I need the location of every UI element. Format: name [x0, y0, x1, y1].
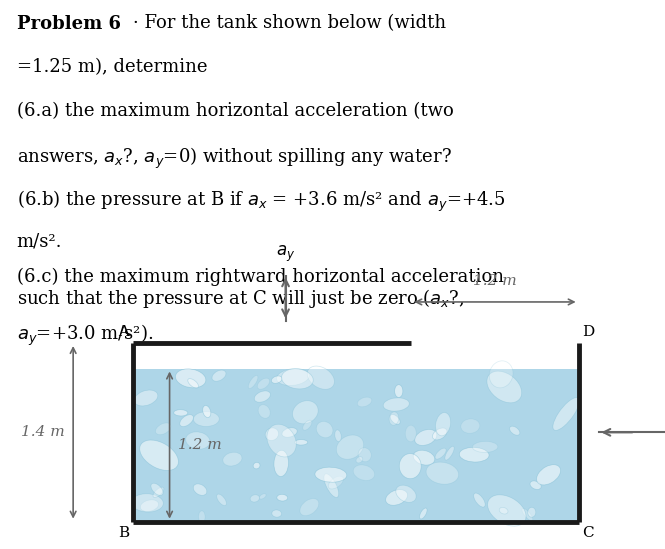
Ellipse shape — [317, 422, 333, 438]
Text: C: C — [582, 526, 594, 540]
Ellipse shape — [259, 494, 266, 499]
Text: · For the tank shown below (width: · For the tank shown below (width — [133, 14, 446, 32]
Text: (6.a) the maximum horizontal acceleration (two: (6.a) the maximum horizontal acceleratio… — [17, 102, 454, 120]
Text: (6.c) the maximum rightward horizontal acceleration: (6.c) the maximum rightward horizontal a… — [17, 268, 503, 286]
Ellipse shape — [277, 494, 288, 501]
Ellipse shape — [405, 425, 416, 442]
Ellipse shape — [272, 510, 281, 517]
Ellipse shape — [324, 474, 338, 497]
Ellipse shape — [530, 481, 541, 490]
Ellipse shape — [336, 435, 364, 460]
Text: B: B — [118, 526, 130, 540]
Ellipse shape — [253, 462, 260, 469]
Ellipse shape — [194, 412, 219, 427]
Text: D: D — [582, 325, 595, 339]
Ellipse shape — [389, 412, 399, 425]
Text: (6.b) the pressure at B if $a_x$ = +3.6 m/s² and $a_y$=+4.5: (6.b) the pressure at B if $a_x$ = +3.6 … — [17, 189, 505, 214]
Ellipse shape — [426, 462, 459, 484]
Ellipse shape — [300, 498, 319, 516]
Ellipse shape — [329, 476, 343, 489]
Ellipse shape — [176, 369, 206, 388]
Ellipse shape — [140, 440, 178, 470]
Ellipse shape — [472, 441, 498, 452]
Ellipse shape — [528, 507, 536, 517]
Ellipse shape — [277, 368, 309, 385]
Ellipse shape — [223, 452, 242, 466]
Ellipse shape — [257, 378, 269, 389]
Ellipse shape — [156, 423, 171, 435]
Ellipse shape — [315, 467, 346, 482]
Ellipse shape — [499, 507, 508, 514]
Text: such that the pressure at C will just be zero ($a_x$?,: such that the pressure at C will just be… — [17, 287, 464, 310]
Ellipse shape — [537, 464, 561, 485]
Ellipse shape — [413, 450, 435, 465]
Ellipse shape — [489, 361, 513, 388]
Ellipse shape — [203, 406, 211, 418]
Ellipse shape — [394, 385, 403, 397]
Text: $a_y$=+3.0 m/s²).: $a_y$=+3.0 m/s²). — [17, 323, 153, 348]
Ellipse shape — [186, 432, 210, 449]
Text: 1.2 m: 1.2 m — [178, 438, 221, 452]
Ellipse shape — [258, 405, 270, 418]
Ellipse shape — [432, 428, 447, 440]
Ellipse shape — [254, 391, 271, 402]
Ellipse shape — [436, 412, 451, 436]
Ellipse shape — [445, 446, 454, 460]
Text: answers, $a_x$?, $a_y$=0) without spilling any water?: answers, $a_x$?, $a_y$=0) without spilli… — [17, 145, 452, 171]
Ellipse shape — [303, 420, 312, 430]
Text: m/s².: m/s². — [17, 233, 62, 251]
Ellipse shape — [383, 398, 409, 411]
Ellipse shape — [265, 428, 279, 440]
Ellipse shape — [140, 500, 158, 512]
Ellipse shape — [461, 419, 480, 433]
Ellipse shape — [248, 376, 258, 389]
Text: 1.4 m: 1.4 m — [21, 425, 65, 439]
Ellipse shape — [274, 450, 289, 477]
Ellipse shape — [307, 366, 334, 389]
Ellipse shape — [553, 397, 579, 430]
Ellipse shape — [399, 453, 421, 479]
Text: 1.2 m: 1.2 m — [473, 274, 517, 288]
Ellipse shape — [522, 508, 533, 521]
Ellipse shape — [358, 447, 371, 462]
Ellipse shape — [415, 429, 437, 445]
Ellipse shape — [396, 485, 416, 502]
Ellipse shape — [132, 494, 164, 512]
Ellipse shape — [134, 390, 158, 406]
Ellipse shape — [281, 369, 313, 389]
Bar — [133, 368, 579, 522]
Ellipse shape — [334, 430, 341, 441]
Ellipse shape — [194, 484, 207, 495]
Ellipse shape — [390, 414, 400, 424]
Ellipse shape — [199, 511, 205, 523]
Ellipse shape — [151, 483, 163, 495]
Ellipse shape — [271, 376, 282, 383]
Ellipse shape — [153, 487, 164, 497]
Ellipse shape — [174, 410, 188, 416]
Ellipse shape — [212, 370, 226, 381]
Ellipse shape — [356, 457, 362, 463]
Text: =1.25 m), determine: =1.25 m), determine — [17, 58, 207, 76]
Ellipse shape — [509, 426, 520, 435]
Ellipse shape — [420, 508, 427, 519]
Ellipse shape — [250, 495, 259, 502]
Ellipse shape — [188, 379, 199, 388]
Ellipse shape — [293, 401, 318, 424]
Ellipse shape — [295, 440, 308, 445]
Ellipse shape — [473, 493, 485, 507]
Ellipse shape — [282, 428, 297, 438]
Text: A: A — [118, 325, 130, 339]
Text: $a_y$: $a_y$ — [276, 243, 295, 264]
Ellipse shape — [357, 397, 372, 407]
Ellipse shape — [386, 490, 408, 505]
Ellipse shape — [487, 371, 521, 403]
Ellipse shape — [267, 424, 296, 457]
Ellipse shape — [353, 465, 374, 480]
Text: Problem 6: Problem 6 — [17, 14, 120, 32]
Ellipse shape — [487, 495, 526, 526]
Ellipse shape — [180, 414, 194, 427]
Ellipse shape — [217, 494, 226, 506]
Ellipse shape — [460, 447, 489, 462]
Ellipse shape — [435, 448, 446, 459]
